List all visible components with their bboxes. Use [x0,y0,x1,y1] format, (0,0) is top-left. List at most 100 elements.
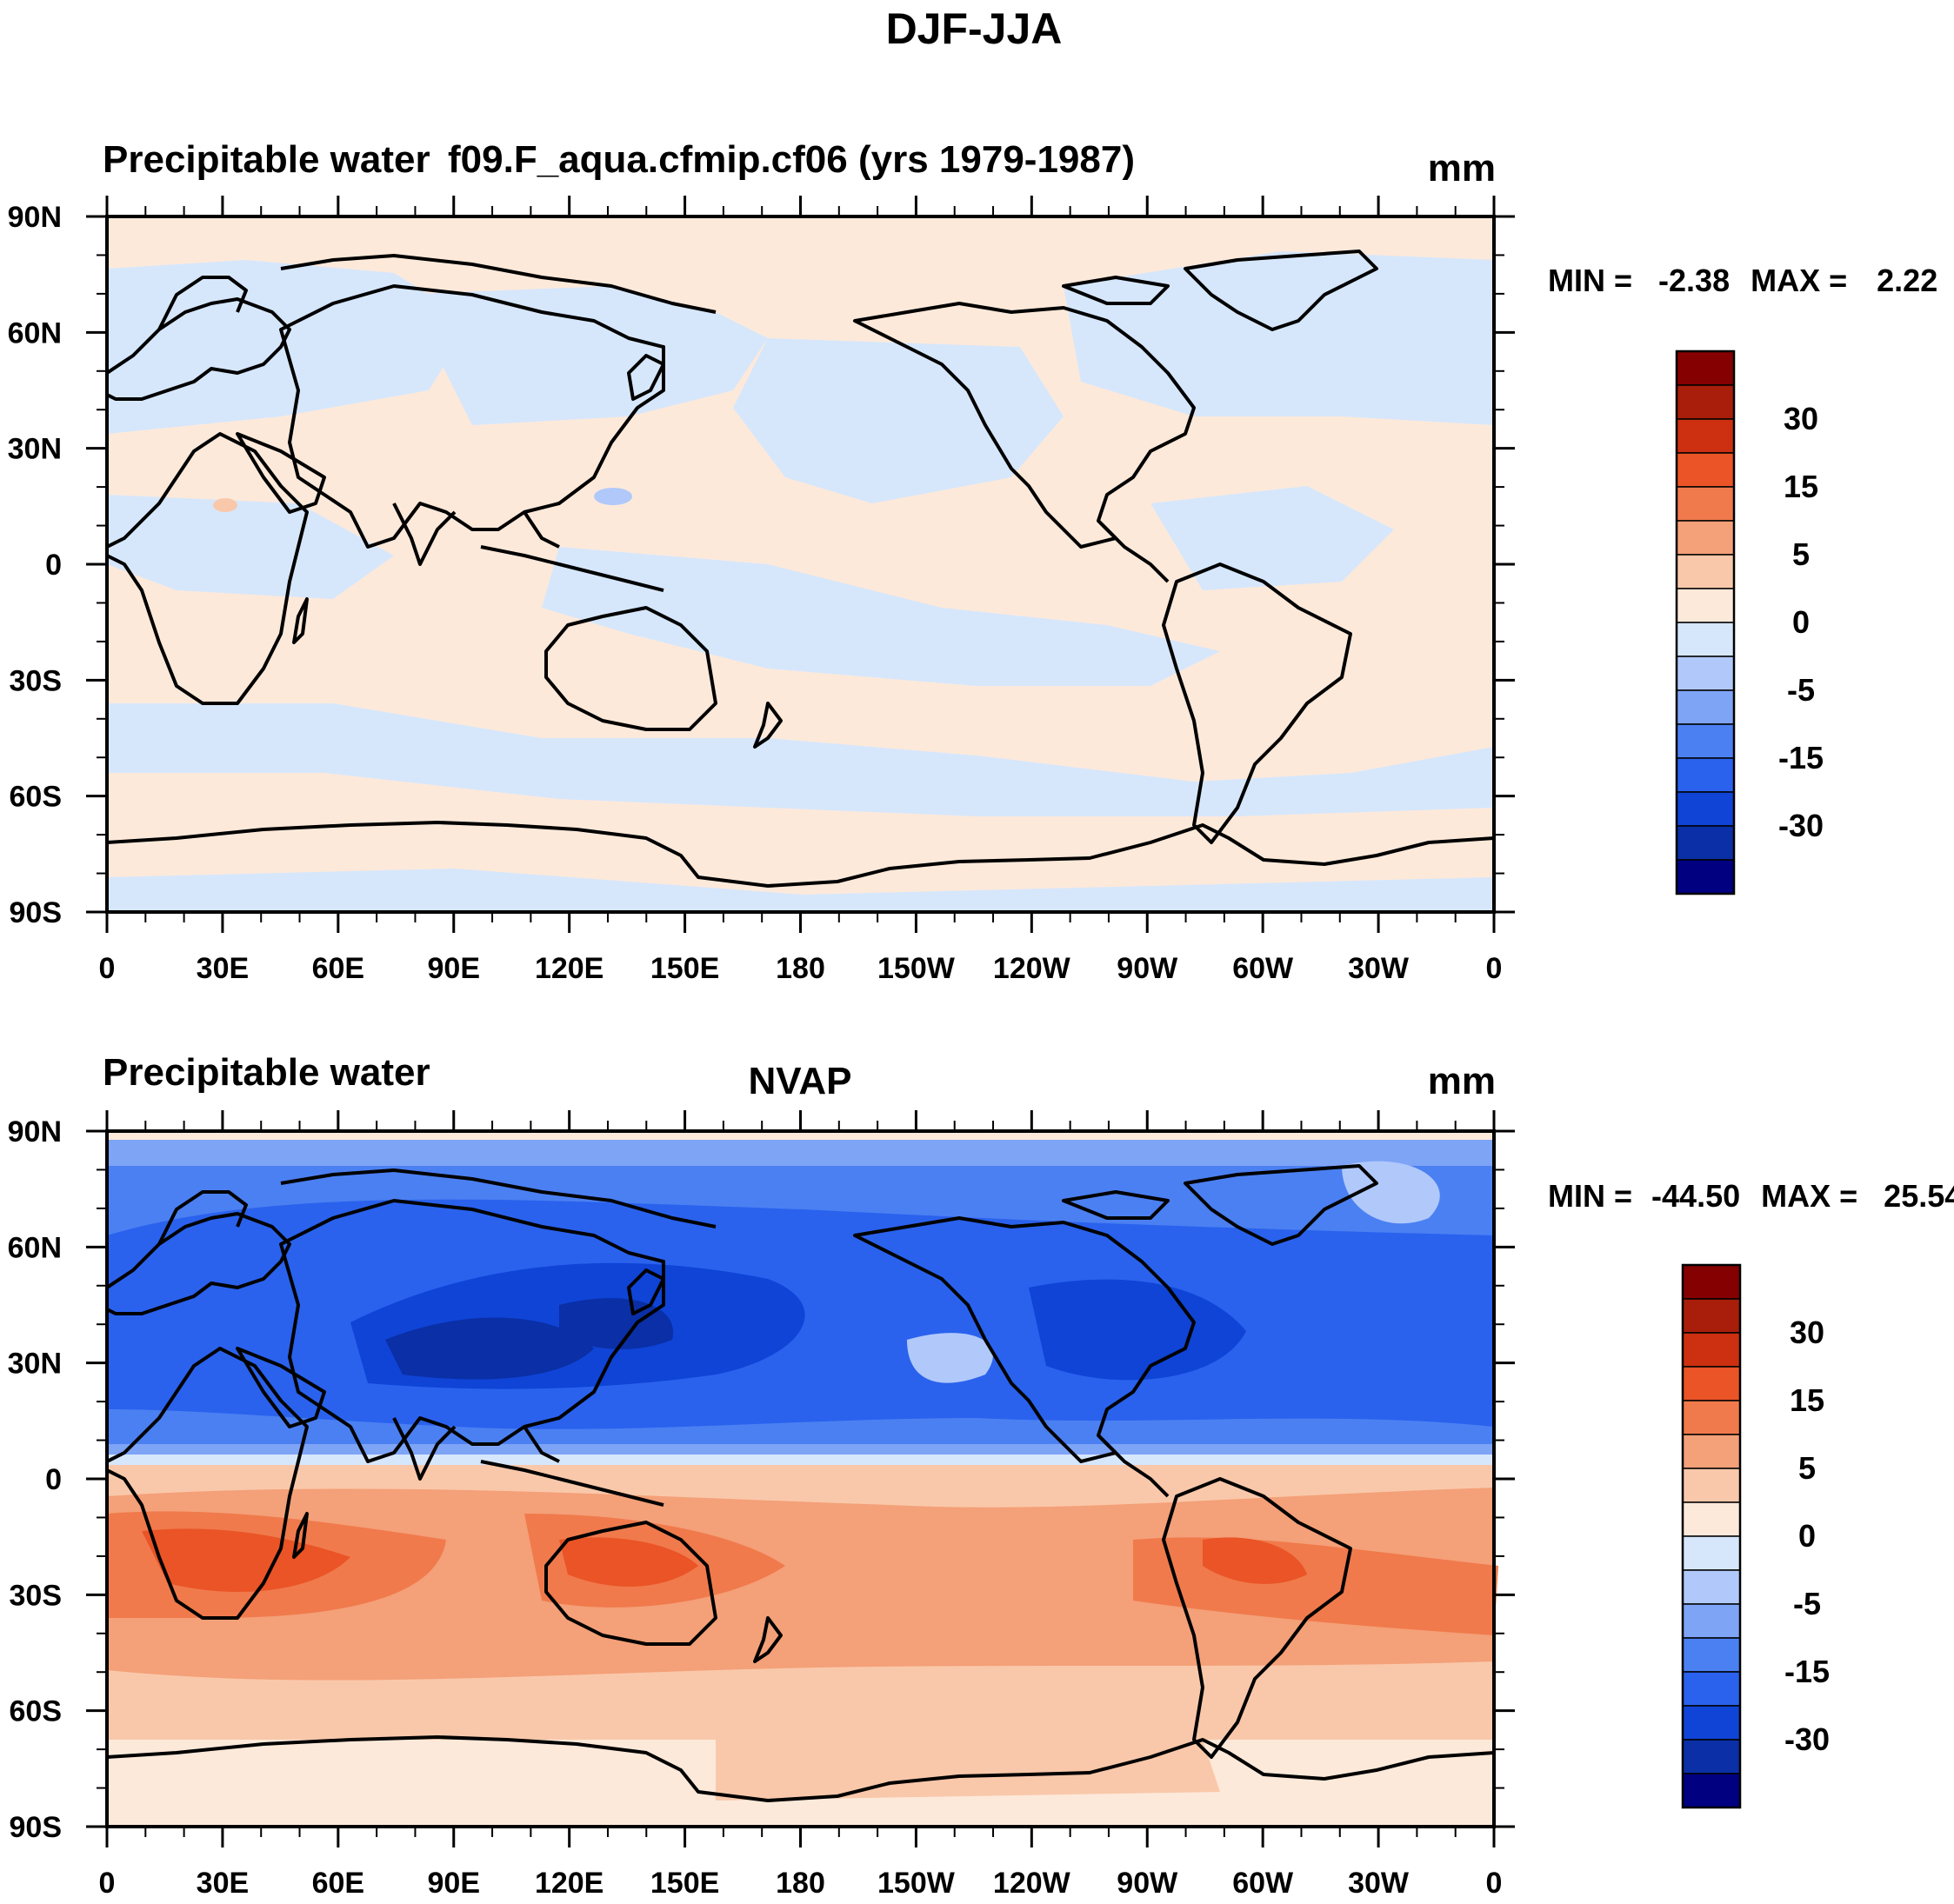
colorbar-swatch [1682,1671,1741,1707]
lat-label: 60N [8,316,62,350]
max-value: 2.22 [1877,263,1937,298]
colorbar-swatch [1676,554,1735,589]
min-label: MIN = [1548,1178,1632,1214]
colorbar-swatch [1682,1773,1741,1808]
colorbar-swatch [1676,723,1735,759]
colorbar-label: 0 [1798,1518,1816,1554]
lon-label: 0 [1486,1867,1503,1900]
panel-units: mm [1428,1060,1496,1102]
lat-label: 90N [8,201,62,234]
lat-label: 90S [10,896,63,929]
lat-label: 60S [10,781,63,814]
colorbar-label: -30 [1784,1721,1830,1757]
colorbar-swatch [1682,1366,1741,1401]
figure-title: DJF-JJA [886,4,1063,53]
colorbar-swatch [1676,825,1735,861]
colorbar-swatch [1682,1468,1741,1503]
min-max-stat: MIN = -2.38 MAX = 2.22 [1548,263,1937,298]
colorbar-swatch [1682,1535,1741,1571]
min-max-stat: MIN = -44.50 MAX = 25.54 [1548,1178,1954,1214]
lon-label: 90E [428,1867,481,1900]
lon-label: 150W [877,952,956,985]
lat-label: 30N [8,433,62,466]
colorbar-swatch [1676,689,1735,725]
colorbar-swatch [1682,1739,1741,1774]
min-value: -44.50 [1651,1178,1740,1214]
colorbar-label: 5 [1792,536,1810,572]
lat-label: 30S [10,664,63,697]
lon-label: 60W [1232,952,1294,985]
colorbar-swatch [1682,1501,1741,1537]
colorbar-swatch [1682,1298,1741,1334]
panel-center-title: NVAP [749,1060,852,1102]
lat-label: 90S [10,1811,63,1844]
colorbar-swatch [1676,791,1735,827]
lat-label: 30S [10,1579,63,1612]
lon-label: 150W [877,1867,956,1900]
lon-label: 180 [776,1867,825,1900]
lon-label: 60E [312,952,365,985]
colorbar-frame [1681,1263,1742,1809]
colorbar-swatch [1682,1332,1741,1368]
colorbar-swatch [1682,1264,1741,1300]
colorbar-swatch [1676,588,1735,623]
colorbar-swatch [1676,486,1735,522]
lat-label: 60N [8,1231,62,1264]
colorbar-swatch [1682,1705,1741,1741]
panel-units: mm [1428,147,1496,190]
colorbar-label: 30 [1784,401,1818,436]
lon-label: 60W [1232,1867,1294,1900]
colorbar-swatch [1676,350,1735,386]
lon-label: 120W [993,1867,1071,1900]
max-value: 25.54 [1884,1178,1954,1214]
lon-label: 90W [1117,1867,1178,1900]
max-label: MAX = [1751,263,1847,298]
colorbar-swatch [1676,520,1735,556]
map-plot-area [105,215,1496,914]
lon-label: 120W [993,952,1071,985]
lon-label: 30W [1348,1867,1410,1900]
colorbar-label: 30 [1790,1315,1824,1350]
lon-label: 0 [99,1867,116,1900]
colorbar-swatch [1682,1603,1741,1639]
panel-center-title: f09.F_aqua.cfmip.cf06 (yrs 1979-1987) [448,138,1135,181]
colorbar-label: -5 [1787,672,1815,708]
colorbar-frame [1675,350,1736,895]
lon-label: 150E [650,952,719,985]
lon-label: 150E [650,1867,719,1900]
colorbar-swatch [1676,418,1735,454]
colorbar-label: -5 [1793,1586,1821,1621]
lon-label: 30E [197,952,250,985]
lon-label: 120E [535,1867,604,1900]
panel-nvap: Precipitable water NVAP mm [8,1051,1954,1900]
lon-label: 90W [1117,952,1178,985]
map-plot-area [105,1129,1498,1828]
lon-label: 30E [197,1867,250,1900]
colorbar-label: 0 [1792,604,1810,640]
colorbar-label: -15 [1778,740,1824,776]
min-value: -2.38 [1658,263,1730,298]
max-label: MAX = [1761,1178,1857,1214]
colorbar-swatch [1676,656,1735,691]
lon-label: 120E [535,952,604,985]
lon-label: 0 [99,952,116,985]
colorbar: 30 15 5 0 -5 -15 -30 [1675,350,1824,895]
colorbar-label: 5 [1798,1450,1816,1486]
lon-label: 60E [312,1867,365,1900]
colorbar: 30 15 5 0 -5 -15 -30 [1681,1263,1830,1809]
colorbar-swatch [1676,452,1735,488]
colorbar-swatch [1682,1434,1741,1469]
colorbar-label: 15 [1790,1382,1824,1418]
lon-label: 90E [428,952,481,985]
colorbar-swatch [1676,859,1735,895]
colorbar-swatch [1682,1569,1741,1605]
colorbar-swatch [1676,622,1735,657]
min-label: MIN = [1548,263,1632,298]
colorbar-swatch [1682,1400,1741,1435]
colorbar-label: -15 [1784,1654,1830,1689]
colorbar-swatch [1676,384,1735,420]
lat-label: 30N [8,1348,62,1381]
lat-label: 0 [45,549,62,582]
lat-label: 90N [8,1115,62,1148]
lon-label: 0 [1486,952,1503,985]
